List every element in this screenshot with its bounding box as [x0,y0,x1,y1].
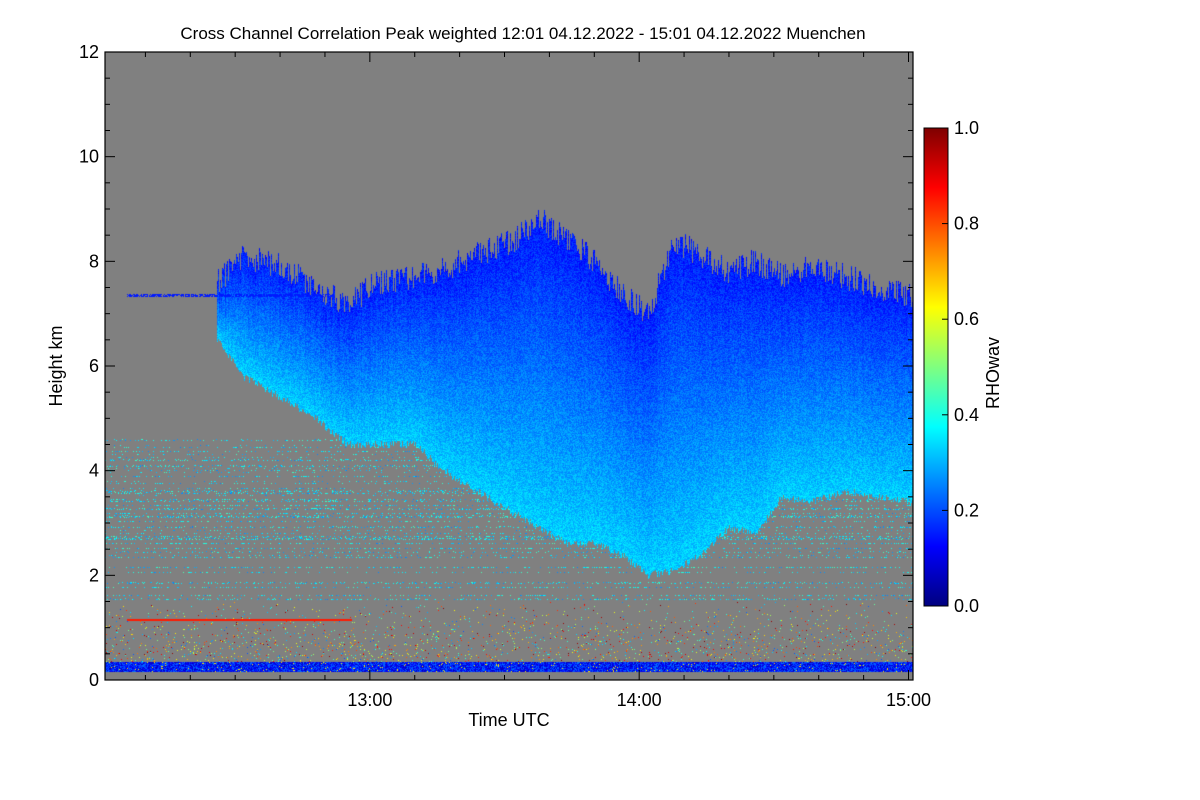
y-tick-label: 6 [89,356,99,376]
x-tick-label: 15:00 [886,690,931,710]
colorbar-label: RHOwav [983,337,1003,409]
y-tick-label: 2 [89,565,99,585]
y-axis-label: Height km [46,325,66,406]
colorbar-tick-label: 0.8 [954,214,979,234]
x-axis-label: Time UTC [468,710,549,730]
y-tick-label: 10 [79,147,99,167]
x-axis: 13:00 14:00 15:00 [144,52,931,710]
plot-frame [104,51,914,681]
x-tick-label: 13:00 [347,690,392,710]
colorbar-tick-label: 0.4 [954,405,979,425]
heatmap-image [105,52,913,680]
colorbar-tick-label: 0.6 [954,309,979,329]
y-tick-label: 8 [89,251,99,271]
y-tick-label: 4 [89,461,99,481]
colorbar-tick-label: 1.0 [954,118,979,138]
chart-title: Cross Channel Correlation Peak weighted … [180,24,865,43]
y-axis: 0 2 4 6 8 10 12 [79,42,913,690]
y-tick-label: 0 [89,670,99,690]
colorbar-tick-label: 0.0 [954,596,979,616]
x-tick-label: 14:00 [617,690,662,710]
colorbar [923,127,949,607]
y-tick-label: 12 [79,42,99,62]
colorbar-ticks: 0.0 0.2 0.4 0.6 0.8 1.0 [942,118,979,616]
colorbar-tick-label: 0.2 [954,500,979,520]
